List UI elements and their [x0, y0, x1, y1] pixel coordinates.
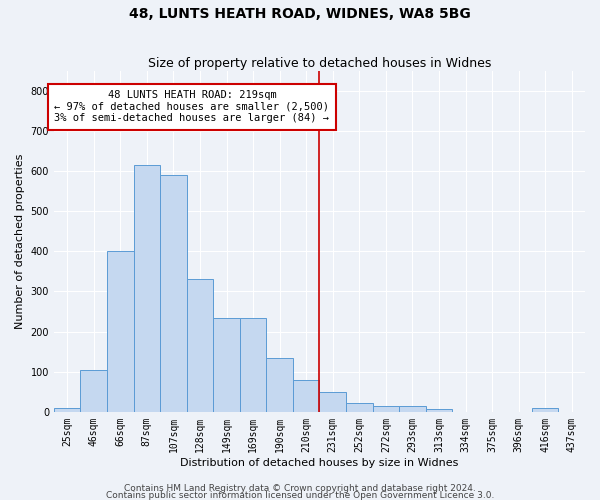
Text: Contains public sector information licensed under the Open Government Licence 3.: Contains public sector information licen… — [106, 491, 494, 500]
Y-axis label: Number of detached properties: Number of detached properties — [15, 154, 25, 329]
Bar — [425, 408, 452, 412]
Bar — [293, 380, 319, 412]
Bar — [399, 406, 425, 412]
Bar — [134, 165, 160, 412]
Bar — [213, 318, 240, 412]
Bar — [187, 280, 213, 412]
Bar — [346, 403, 373, 412]
Bar — [107, 252, 134, 412]
Bar — [240, 318, 266, 412]
Bar — [54, 408, 80, 412]
X-axis label: Distribution of detached houses by size in Widnes: Distribution of detached houses by size … — [180, 458, 458, 468]
Text: 48, LUNTS HEATH ROAD, WIDNES, WA8 5BG: 48, LUNTS HEATH ROAD, WIDNES, WA8 5BG — [129, 8, 471, 22]
Text: Contains HM Land Registry data © Crown copyright and database right 2024.: Contains HM Land Registry data © Crown c… — [124, 484, 476, 493]
Title: Size of property relative to detached houses in Widnes: Size of property relative to detached ho… — [148, 56, 491, 70]
Bar — [319, 392, 346, 412]
Bar — [80, 370, 107, 412]
Bar — [373, 406, 399, 412]
Bar — [160, 175, 187, 412]
Bar — [266, 358, 293, 412]
Bar — [532, 408, 559, 412]
Text: 48 LUNTS HEATH ROAD: 219sqm
← 97% of detached houses are smaller (2,500)
3% of s: 48 LUNTS HEATH ROAD: 219sqm ← 97% of det… — [55, 90, 329, 124]
